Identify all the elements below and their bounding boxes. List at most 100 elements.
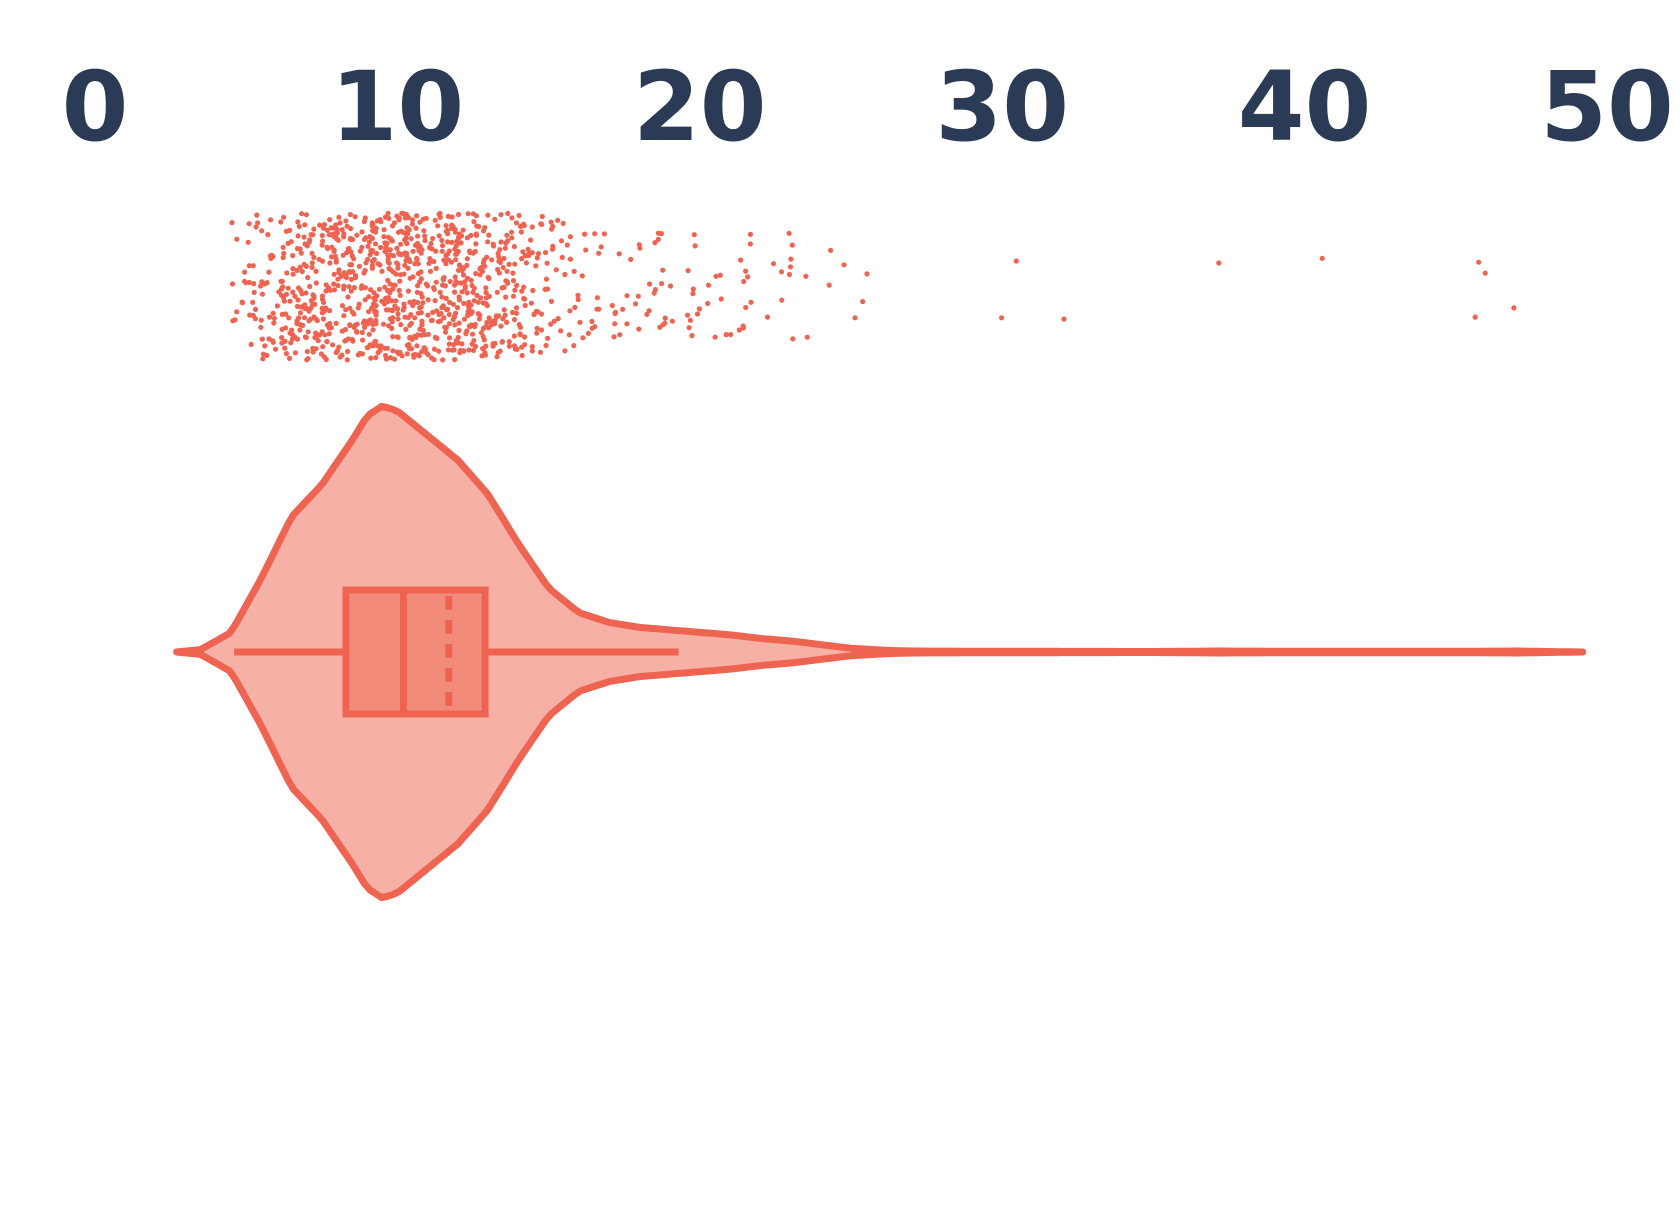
strip-point [422,233,428,239]
strip-point [415,352,421,358]
strip-point [510,270,516,276]
strip-point [290,271,296,277]
strip-point [290,289,296,295]
strip-point [453,279,459,285]
strip-point [558,238,565,244]
strip-point [372,241,379,247]
strip-point [365,321,371,327]
strip-point [511,317,518,323]
strip-point [468,302,474,308]
strip-point [313,316,319,322]
x-tick-label: 0 [62,51,129,163]
strip-point [636,326,642,332]
strip-point [436,211,442,217]
strip-point [529,348,535,354]
strip-point [341,286,347,292]
strip-point [482,352,488,358]
strip-point [500,264,506,271]
strip-point [374,250,380,257]
strip-point [415,233,421,239]
strip-point [290,253,296,259]
strip-point [359,229,365,235]
strip-point [397,292,403,298]
strip-point [296,285,302,291]
strip-point [456,320,462,326]
strip-point [452,229,458,235]
strip-point [1216,260,1222,266]
strip-point [306,318,312,324]
strip-point [294,336,301,342]
strip-point [459,233,465,239]
strip-point [1511,305,1517,311]
strip-point [253,224,259,230]
strip-point [519,344,525,350]
strip-point [404,351,410,357]
strip-point [529,224,535,230]
strip-point [624,321,630,327]
strip-point [344,357,350,363]
strip-point [778,269,785,275]
strip-point [443,324,449,331]
strip-point [327,308,333,314]
strip-point [273,346,279,352]
strip-point [662,315,668,321]
strip-point [436,233,442,239]
strip-point [414,213,420,219]
strip-point [370,327,376,333]
strip-point [287,330,293,336]
strip-point [433,279,439,285]
strip-point [498,239,504,245]
strip-point [294,246,300,252]
strip-point [266,269,272,275]
strip-point [279,326,285,332]
strip-point [310,292,316,298]
strip-point [304,357,310,363]
strip-point [287,227,293,233]
strip-point [414,283,421,289]
strip-point [596,306,602,312]
strip-point [369,249,375,255]
strip-point [519,288,525,294]
strip-point [468,232,474,239]
strip-point [646,308,652,314]
strip-point [398,322,404,328]
strip-point [366,239,372,245]
strip-point [468,311,474,317]
strip-point [567,234,574,240]
strip-point [389,238,395,244]
strip-point [394,349,400,355]
strip-point [422,237,428,244]
strip-point [397,278,403,284]
strip-point [628,256,634,262]
strip-point [367,234,373,240]
strip-point [465,211,471,217]
strip-point [297,264,303,270]
strip-point [472,321,478,328]
strip-point [518,229,524,235]
strip-point [525,246,531,252]
strip-point [439,248,445,254]
strip-point [379,268,385,274]
strip-point [229,220,235,226]
strip-point [689,333,695,339]
strip-point [347,305,353,311]
strip-point [252,306,259,312]
strip-point [395,261,401,268]
strip-point [347,211,353,218]
strip-point [453,251,459,257]
strip-point [447,278,453,285]
strip-point [433,265,439,271]
strip-point [270,338,276,344]
strip-point [558,328,564,334]
strip-point [446,341,452,347]
x-tick-label: 20 [633,51,767,163]
strip-point [498,212,504,218]
strip-point [344,223,350,229]
strip-point [333,222,339,228]
strip-point [658,231,665,237]
strip-point [348,288,354,294]
strip-point [320,299,327,306]
strip-point [383,356,389,362]
strip-point [443,223,449,229]
strip-point [308,298,314,304]
